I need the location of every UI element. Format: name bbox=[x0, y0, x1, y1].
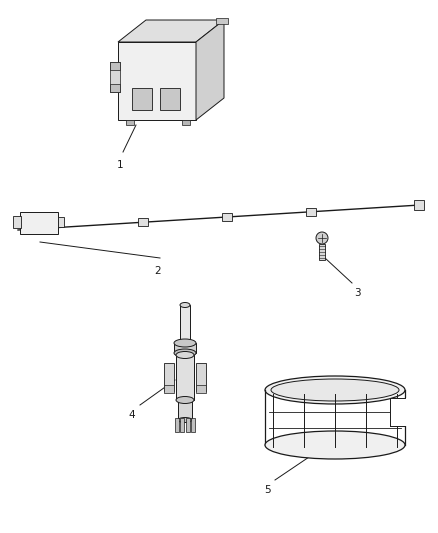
Polygon shape bbox=[118, 20, 224, 42]
Ellipse shape bbox=[265, 431, 405, 459]
Bar bbox=[126, 120, 134, 125]
Bar bbox=[186, 418, 190, 432]
Ellipse shape bbox=[176, 397, 194, 403]
Text: 1: 1 bbox=[117, 160, 124, 170]
Bar bbox=[196, 385, 206, 393]
Bar bbox=[174, 343, 196, 353]
Ellipse shape bbox=[178, 417, 192, 423]
Bar bbox=[110, 84, 120, 92]
Text: 4: 4 bbox=[128, 410, 135, 420]
Bar bbox=[164, 363, 174, 391]
Text: 2: 2 bbox=[155, 266, 161, 276]
Bar bbox=[222, 213, 232, 221]
Bar bbox=[13, 216, 21, 228]
Ellipse shape bbox=[180, 303, 190, 308]
Bar bbox=[20, 212, 58, 234]
Bar bbox=[182, 120, 190, 125]
Polygon shape bbox=[118, 42, 196, 120]
Polygon shape bbox=[196, 20, 224, 120]
Bar bbox=[180, 418, 184, 432]
Ellipse shape bbox=[265, 376, 405, 404]
Bar bbox=[110, 62, 120, 70]
Text: 5: 5 bbox=[265, 485, 271, 495]
Bar bbox=[138, 218, 148, 226]
Ellipse shape bbox=[271, 379, 399, 401]
Bar bbox=[319, 244, 325, 260]
Ellipse shape bbox=[174, 349, 196, 357]
Bar bbox=[307, 208, 317, 216]
Ellipse shape bbox=[174, 339, 196, 347]
Bar bbox=[178, 400, 192, 420]
Bar bbox=[390, 398, 412, 426]
Bar bbox=[58, 217, 64, 227]
Bar bbox=[175, 418, 179, 432]
Circle shape bbox=[316, 232, 328, 244]
Text: 3: 3 bbox=[354, 288, 360, 298]
Bar bbox=[216, 18, 228, 24]
Bar bbox=[196, 363, 206, 391]
Ellipse shape bbox=[176, 351, 194, 359]
Bar bbox=[180, 305, 190, 345]
Bar bbox=[176, 355, 194, 400]
Bar bbox=[414, 200, 424, 210]
Bar bbox=[164, 385, 174, 393]
Bar bbox=[160, 88, 180, 110]
Bar bbox=[191, 418, 195, 432]
Bar bbox=[132, 88, 152, 110]
Bar bbox=[110, 62, 120, 92]
